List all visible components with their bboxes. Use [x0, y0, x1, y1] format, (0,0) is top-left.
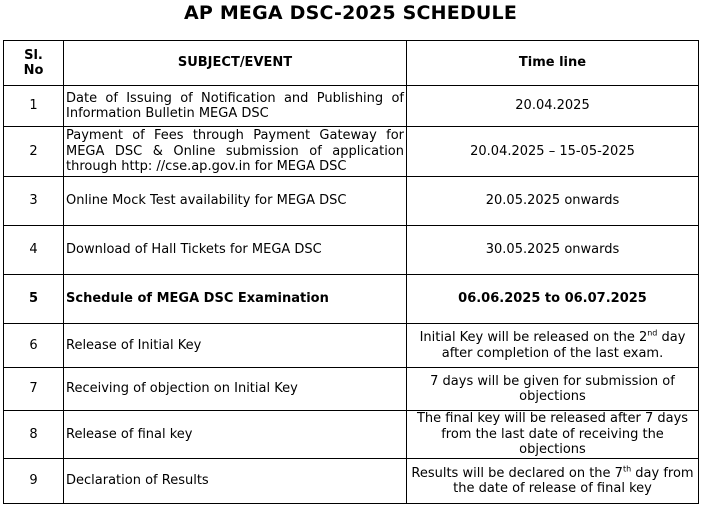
row-time-line: 30.05.2025 onwards — [406, 225, 699, 275]
table-row: 4 Download of Hall Tickets for MEGA DSC 30… — [3, 225, 699, 275]
row-subject: Date of Issuing of Notification and Publ… — [63, 85, 407, 127]
row-sl-no: 5 — [3, 274, 64, 324]
row-subject: Schedule of MEGA DSC Examination — [63, 274, 407, 324]
header-time-line: Time line — [406, 40, 699, 86]
time-text-rest: day from the date of release of final ke… — [453, 465, 694, 497]
table-row: 8 Release of final key The final key will … — [3, 410, 699, 459]
row-time-line: The final key will be released after 7 d… — [406, 410, 699, 459]
table-header-row: Sl. No SUBJECT/EVENT Time line — [3, 40, 699, 86]
table-row: 1 Date of Issuing of Notification and Pub… — [3, 85, 699, 127]
row-subject: Declaration of Results — [63, 458, 407, 504]
row-sl-no: 6 — [3, 323, 64, 368]
row-subject: Payment of Fees through Payment Gateway … — [63, 126, 407, 177]
time-text: 7 days will be given for submission of o… — [430, 373, 675, 405]
table-row: 5 Schedule of MEGA DSC Examination 06.06.2… — [3, 274, 699, 324]
page-title: AP MEGA DSC-2025 SCHEDULE — [183, 2, 518, 24]
ordinal-suffix: th — [622, 464, 632, 474]
row-subject: Download of Hall Tickets for MEGA DSC — [63, 225, 407, 275]
row-time-line: Results will be declared on the 7th day … — [406, 458, 699, 504]
table-row: 6 Release of Initial Key Initial Key will … — [3, 323, 699, 368]
time-text: 30.05.2025 onwards — [485, 242, 620, 258]
time-text: Results will be declared on the 7 — [411, 465, 623, 481]
table-row: 3 Online Mock Test availability for MEGA … — [3, 176, 699, 226]
ordinal-suffix: nd — [647, 328, 658, 338]
row-time-line: 06.06.2025 to 06.07.2025 — [406, 274, 699, 324]
schedule-table: Sl. No SUBJECT/EVENT Time line 1 Date of … — [3, 40, 699, 504]
time-text: 20.04.2025 – 15-05-2025 — [470, 143, 635, 159]
row-subject: Release of Initial Key — [63, 323, 407, 368]
row-sl-no: 4 — [3, 225, 64, 275]
row-sl-no: 1 — [3, 85, 64, 127]
row-time-line: 20.04.2025 — [406, 85, 699, 127]
row-time-line: Initial Key will be released on the 2nd … — [406, 323, 699, 368]
row-subject: Online Mock Test availability for MEGA D… — [63, 176, 407, 226]
time-text: 20.05.2025 onwards — [485, 193, 620, 209]
row-subject: Receiving of objection on Initial Key — [63, 367, 407, 411]
header-subject: SUBJECT/EVENT — [63, 40, 407, 86]
table-row: 9 Declaration of Results Results will be d… — [3, 458, 699, 504]
time-text: 20.04.2025 — [515, 98, 590, 114]
row-sl-no: 2 — [3, 126, 64, 177]
row-sl-no: 7 — [3, 367, 64, 411]
table-row: 2 Payment of Fees through Payment Gateway… — [3, 126, 699, 177]
row-subject: Release of final key — [63, 410, 407, 459]
row-sl-no: 8 — [3, 410, 64, 459]
table-row: 7 Receiving of objection on Initial Key 7 … — [3, 367, 699, 411]
time-text-rest: day after completion of the last exam. — [441, 330, 686, 361]
time-text: Initial Key will be released on the 2 — [419, 330, 648, 345]
row-time-line: 20.04.2025 – 15-05-2025 — [406, 126, 699, 177]
time-text: 06.06.2025 to 06.07.2025 — [458, 291, 647, 307]
row-time-line: 7 days will be given for submission of o… — [406, 367, 699, 411]
row-sl-no: 3 — [3, 176, 64, 226]
row-time-line: 20.05.2025 onwards — [406, 176, 699, 226]
header-sl-no: Sl. No — [3, 40, 64, 86]
row-sl-no: 9 — [3, 458, 64, 504]
time-text: The final key will be released after 7 d… — [416, 411, 689, 458]
